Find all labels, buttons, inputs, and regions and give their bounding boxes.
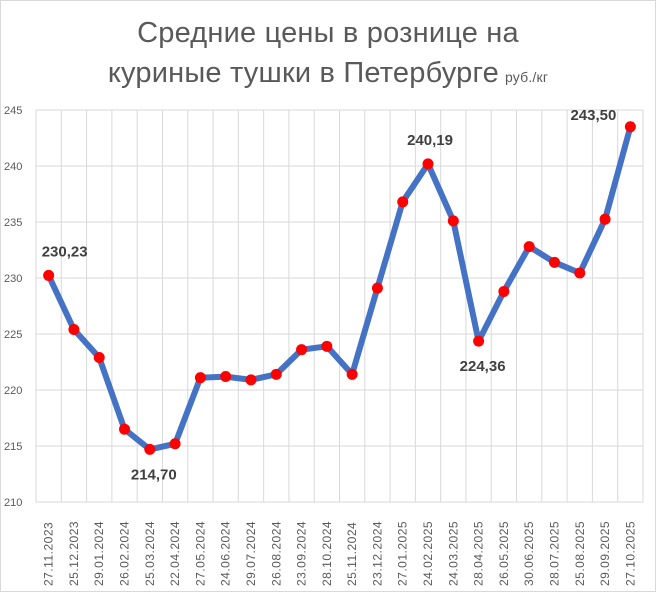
- unit-label: руб./кг: [504, 69, 549, 85]
- data-point-marker: [599, 213, 611, 225]
- y-tick-label: 240: [4, 161, 22, 173]
- x-tick-label: 23.09.2024: [295, 521, 309, 586]
- data-point-marker: [346, 368, 358, 380]
- data-point-marker: [43, 269, 55, 281]
- x-tick-label: 29.01.2024: [92, 521, 106, 586]
- data-point-marker: [220, 371, 232, 383]
- x-tick-label: 26.05.2025: [497, 521, 511, 586]
- data-label: 224,36: [460, 358, 506, 375]
- y-tick-label: 210: [4, 497, 22, 509]
- data-point-marker: [144, 443, 156, 455]
- x-tick-label: 27.11.2023: [42, 522, 56, 586]
- chart-title-text: куриные тушки в Петербурге: [107, 57, 499, 89]
- x-tick-label: 30.06.2025: [522, 521, 536, 586]
- data-series: [43, 121, 636, 455]
- data-point-marker: [296, 344, 308, 356]
- y-tick-label: 225: [4, 329, 22, 341]
- x-tick-label: 27.01.2025: [396, 521, 410, 586]
- y-tick-label: 230: [4, 273, 22, 285]
- y-tick-label: 215: [4, 441, 22, 453]
- chart-title-line1: Средние цены в рознице на: [137, 17, 519, 49]
- x-tick-label: 27.05.2024: [193, 521, 207, 586]
- data-point-marker: [93, 352, 105, 364]
- x-tick-label: 27.10.2025: [623, 521, 637, 586]
- chart-title-line2: куриные тушки в Петербурге руб./кг: [0, 53, 656, 97]
- data-point-marker: [498, 285, 510, 297]
- gridlines: [35, 109, 644, 503]
- x-tick-label: 26.02.2024: [118, 521, 132, 586]
- data-label: 240,19: [407, 132, 453, 149]
- data-point-marker: [422, 158, 434, 170]
- x-tick-label: 28.10.2024: [320, 521, 334, 586]
- y-tick-label: 220: [4, 385, 22, 397]
- data-label: 214,70: [131, 466, 177, 483]
- x-tick-label: 28.04.2025: [472, 521, 486, 586]
- x-tick-label: 29.09.2025: [598, 521, 612, 586]
- data-label: 243,50: [570, 107, 616, 124]
- data-point-marker: [194, 372, 206, 384]
- x-tick-label: 24.02.2025: [421, 521, 435, 586]
- x-tick-label: 25.03.2024: [143, 521, 157, 586]
- x-tick-label: 28.07.2025: [547, 521, 561, 586]
- data-point-marker: [574, 267, 586, 279]
- data-point-marker: [169, 438, 181, 450]
- data-point-marker: [523, 241, 535, 253]
- y-tick-label: 245: [4, 105, 22, 117]
- y-tick-label: 235: [4, 217, 22, 229]
- data-label: 230,23: [42, 243, 88, 260]
- x-tick-label: 24.03.2025: [446, 521, 460, 586]
- x-tick-label: 25.12.2023: [67, 521, 81, 586]
- x-tick-label: 23.12.2024: [370, 521, 384, 586]
- x-tick-label: 24.06.2024: [219, 521, 233, 586]
- data-labels: 230,23 214,70 240,19 224,36 243,50: [42, 107, 617, 484]
- x-tick-label: 25.11.2024: [345, 522, 359, 586]
- data-point-marker: [624, 121, 636, 133]
- data-point-marker: [548, 256, 560, 268]
- data-point-marker: [397, 196, 409, 208]
- data-point-marker: [321, 340, 333, 352]
- x-tick-label: 25.08.2025: [573, 521, 587, 586]
- x-tick-label: 22.04.2024: [168, 521, 182, 586]
- data-point-marker: [68, 324, 80, 336]
- data-point-marker: [447, 215, 459, 227]
- data-point-marker: [119, 423, 131, 435]
- x-tick-label: 26.08.2024: [269, 521, 283, 586]
- x-tick-label: 29.07.2024: [244, 521, 258, 586]
- data-point-marker: [371, 282, 383, 294]
- data-point-marker: [270, 368, 282, 380]
- data-point-marker: [473, 335, 485, 347]
- y-axis: 210 215 220 225 230 235 240 245: [4, 105, 22, 509]
- data-point-marker: [245, 374, 257, 386]
- x-axis: 27.11.2023 25.12.2023 29.01.2024 26.02.2024…: [42, 521, 638, 586]
